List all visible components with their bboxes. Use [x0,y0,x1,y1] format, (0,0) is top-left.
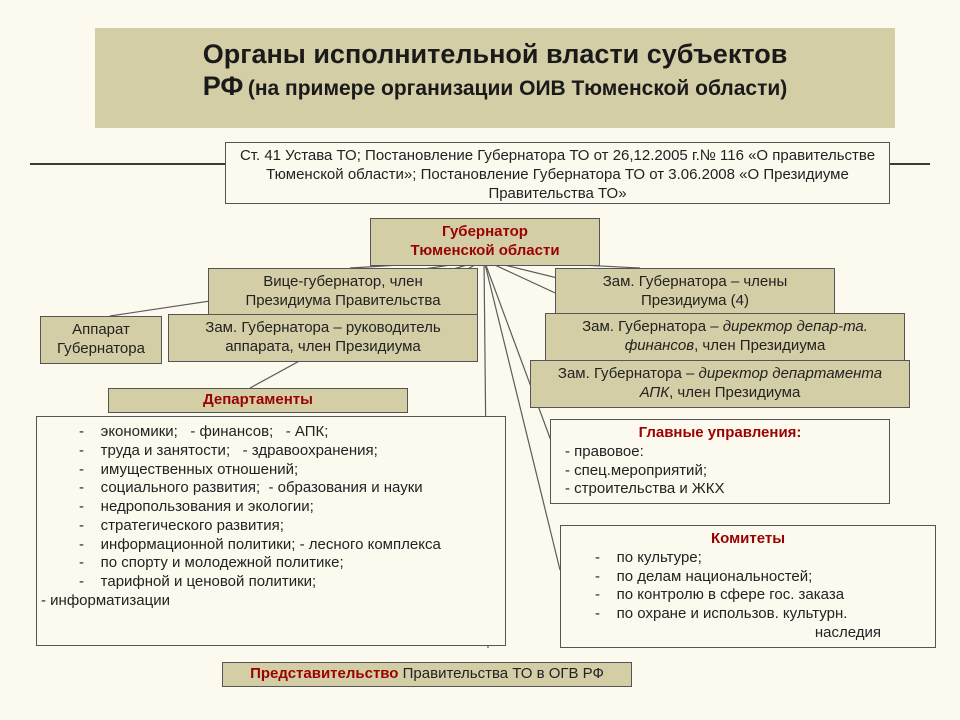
departments-item: - тарифной и ценовой политики; [59,573,493,592]
representation-bold: Представительство [250,665,398,682]
zam-fin-pre: Зам. Губернатора – [582,318,723,335]
title-band: Органы исполнительной власти субъектов Р… [95,28,895,128]
governor-box: Губернатор Тюменской области [370,218,600,266]
departments-item: - труда и занятости; - здравоохранения; [59,442,493,461]
legal-note-box: Ст. 41 Устава ТО; Постановление Губернат… [225,142,890,204]
representation-box: Представительство Правительства ТО в ОГВ… [222,662,632,687]
departments-header-box: Департаменты [108,388,408,413]
governor-l1: Губернатор [381,223,589,242]
departments-item: - стратегического развития; [59,517,493,536]
committee-item: - по делам национальностей; [575,568,921,587]
main-directorates-header: Главные управления: [565,424,875,443]
governor-l2: Тюменской области [381,242,589,261]
zam-apk-pre: Зам. Губернатора – [558,365,699,382]
departments-item: - экономики; - финансов; - АПК; [59,423,493,442]
apparatus-text: Аппарат Губернатора [57,321,145,357]
apparatus-box: Аппарат Губернатора [40,316,162,364]
legal-note-text: Ст. 41 Устава ТО; Постановление Губернат… [240,147,875,202]
departments-item: - имущественных отношений; [59,461,493,480]
zam-presidium-text: Зам. Губернатора – члены Президиума (4) [603,273,788,309]
main-directorate-item: - спец.мероприятий; [565,462,875,481]
main-directorate-item: - правовое: [565,443,875,462]
departments-item: - недропользования и экологии; [59,498,493,517]
zam-finance-box: Зам. Губернатора – директор депар-та. фи… [545,313,905,361]
title-subtitle: (на примере организации ОИВ Тюменской об… [248,77,787,100]
committee-item: - по культуре; [575,549,921,568]
zam-head-apparatus-text: Зам. Губернатора – руководитель аппарата… [205,319,440,355]
committee-item: - по контролю в сфере гос. заказа [575,586,921,605]
zam-apk-post: , член Президиума [669,384,800,401]
departments-last: - информатизации [41,592,493,611]
committees-box: Комитеты - по культуре;- по делам национ… [560,525,936,648]
committees-tail: наследия [575,624,921,643]
zam-head-apparatus-box: Зам. Губернатора – руководитель аппарата… [168,314,478,362]
title-rf: РФ [203,71,244,101]
main-directorate-item: - строительства и ЖКХ [565,480,875,499]
representation-rest: Правительства ТО в ОГВ РФ [398,665,603,682]
title-line1: Органы исполнительной власти субъектов [115,38,875,70]
departments-header: Департаменты [203,391,313,408]
committees-header: Комитеты [575,530,921,549]
zam-presidium-box: Зам. Губернатора – члены Президиума (4) [555,268,835,316]
vice-governor-box: Вице-губернатор, член Президиума Правите… [208,268,478,316]
committee-item: - по охране и использов. культурн. [575,605,921,624]
zam-apk-box: Зам. Губернатора – директор департамента… [530,360,910,408]
vice-governor-text: Вице-губернатор, член Президиума Правите… [245,273,440,309]
departments-item: - по спорту и молодежной политике; [59,554,493,573]
main-directorates-box: Главные управления: - правовое:- спец.ме… [550,419,890,504]
title-line2: РФ (на примере организации ОИВ Тюменской… [115,70,875,102]
departments-body: - экономики; - финансов; - АПК;- труда и… [36,416,506,646]
departments-item: - социального развития; - образования и … [59,479,493,498]
departments-item: - информационной политики; - лесного ком… [59,536,493,555]
zam-fin-post: , член Президиума [694,337,825,354]
